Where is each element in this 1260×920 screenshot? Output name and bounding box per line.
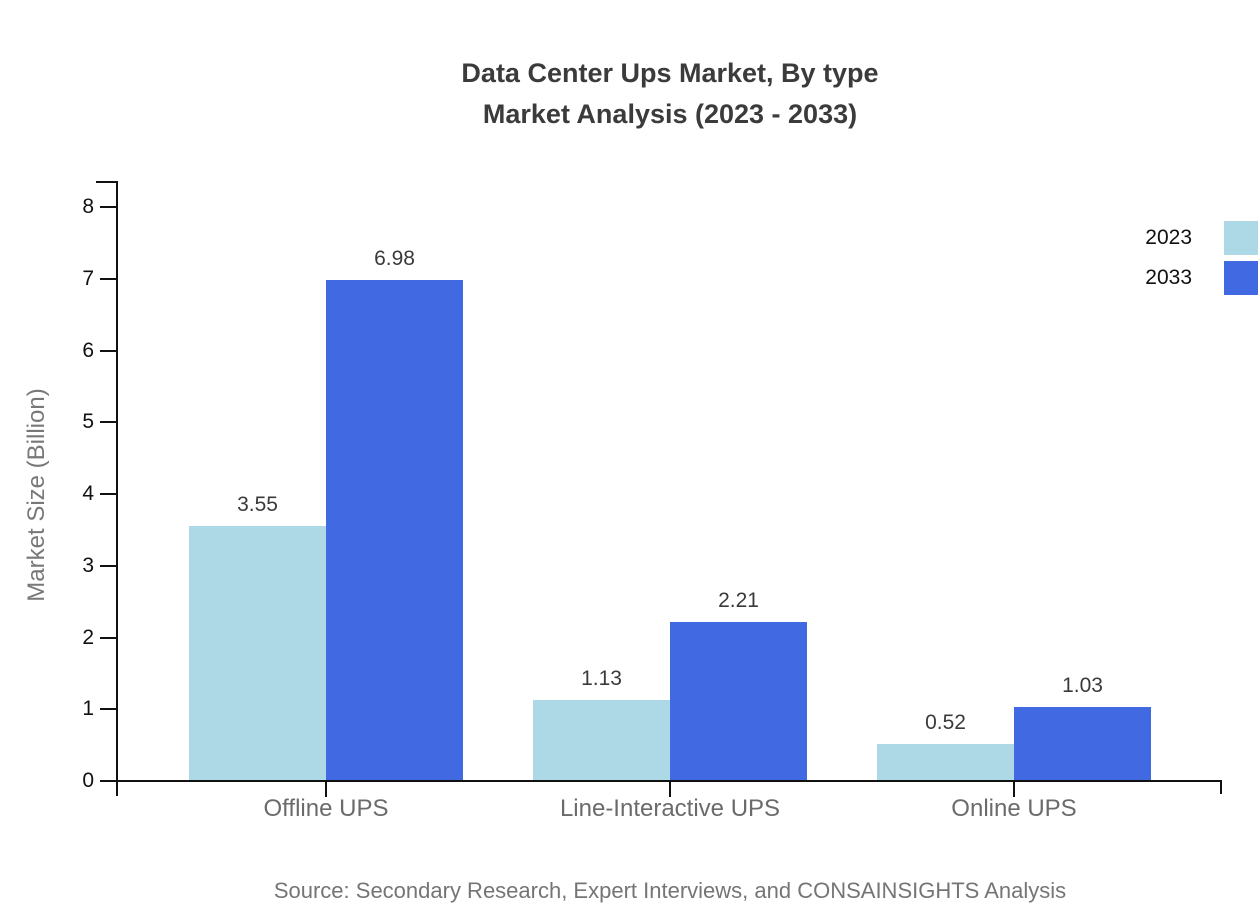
y-tick-label: 0 <box>82 769 94 792</box>
bar-value-label: 0.52 <box>925 710 966 734</box>
x-axis-line <box>118 780 1222 782</box>
bar-2033-online-ups <box>1014 707 1151 781</box>
source-text: Source: Secondary Research, Expert Inter… <box>273 878 1067 903</box>
y-tick-label: 8 <box>82 195 94 218</box>
chart-title-line2: Market Analysis (2023 - 2033) <box>482 99 858 129</box>
y-tick-label: 6 <box>82 338 94 362</box>
bar-2023-offline-ups <box>189 526 326 781</box>
y-tick <box>100 564 116 567</box>
bar-2033-offline-ups <box>326 280 463 781</box>
bar-2033-line-interactive-ups <box>670 622 807 781</box>
y-tick-label: 1 <box>82 697 94 721</box>
y-tick <box>100 277 116 280</box>
x-tick <box>325 782 327 797</box>
legend-label-2033: 2033 <box>1145 265 1192 289</box>
y-tick <box>100 206 116 208</box>
y-tick-label: 3 <box>82 553 94 577</box>
legend-swatch-2023 <box>1224 221 1258 255</box>
bar-value-label: 2.21 <box>718 589 759 613</box>
y-tick-label: 7 <box>82 266 94 290</box>
y-tick <box>100 780 116 782</box>
legend-swatch-2033 <box>1224 260 1258 295</box>
legend-label-2023: 2023 <box>1145 226 1192 249</box>
y-axis-line <box>116 181 118 796</box>
y-tick-label: 2 <box>82 625 94 649</box>
bar-2023-online-ups <box>877 743 1014 781</box>
bar-2023-line-interactive-ups <box>533 699 670 781</box>
x-category-label-2: Line-Interactive UPS <box>559 795 781 822</box>
x-category-label-3: Online UPS <box>951 795 1077 822</box>
y-axis-end-cap <box>96 181 118 183</box>
y-tick <box>100 708 116 711</box>
y-tick <box>100 349 116 352</box>
y-tick <box>100 636 116 639</box>
x-tick <box>1013 782 1015 797</box>
y-tick <box>100 493 116 495</box>
x-tick <box>669 782 671 797</box>
x-category-label-1: Offline UPS <box>263 795 389 822</box>
bar-value-label: 3.55 <box>237 493 278 517</box>
chart-title: Data Center Ups Market, By type Market A… <box>461 53 878 135</box>
x-axis-end-cap <box>1220 781 1222 794</box>
y-tick-label: 4 <box>82 482 94 505</box>
y-tick-label: 5 <box>82 410 94 434</box>
y-tick <box>100 421 116 424</box>
bar-value-label: 1.13 <box>581 666 622 690</box>
bar-value-label: 6.98 <box>374 247 415 271</box>
chart-title-line1: Data Center Ups Market, By type <box>461 58 879 88</box>
bar-value-label: 1.03 <box>1062 674 1103 698</box>
